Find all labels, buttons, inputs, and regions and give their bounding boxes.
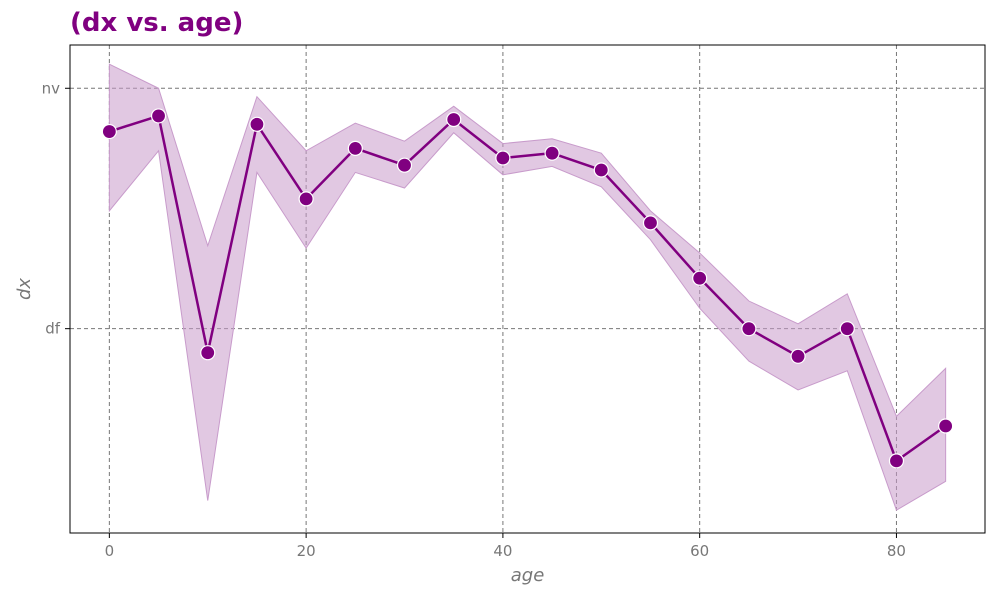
- data-point: [938, 418, 954, 434]
- data-point: [839, 321, 855, 337]
- data-point: [396, 157, 413, 173]
- data-point: [642, 215, 659, 231]
- x-axis-label: age: [511, 565, 545, 586]
- series-line: [108, 114, 947, 463]
- data-point: [888, 453, 905, 469]
- data-point: [150, 108, 167, 124]
- data-point: [298, 191, 314, 207]
- data-point: [249, 116, 265, 132]
- chart-title: (dx vs. age): [70, 8, 244, 38]
- data-point: [692, 270, 708, 286]
- plot-frame: [69, 44, 986, 534]
- x-axis-ticks: 0 20 40 60 80: [105, 533, 906, 560]
- x-tick-label: 40: [493, 542, 512, 560]
- data-point: [593, 162, 609, 178]
- y-axis-ticks: df nv: [42, 79, 70, 338]
- x-tick-label: 80: [887, 542, 906, 560]
- data-point: [495, 150, 511, 166]
- data-point: [446, 111, 462, 128]
- y-tick-label: df: [45, 320, 61, 338]
- data-point: [347, 140, 363, 156]
- data-point: [741, 321, 757, 337]
- x-tick-label: 60: [690, 542, 709, 560]
- data-point: [200, 345, 216, 361]
- data-point: [544, 145, 560, 161]
- y-tick-label: nv: [42, 79, 61, 97]
- x-tick-label: 0: [105, 542, 115, 560]
- confidence-band: [108, 63, 947, 511]
- data-point: [790, 348, 806, 364]
- data-points: [101, 108, 954, 469]
- x-tick-label: 20: [297, 542, 316, 560]
- data-point: [101, 123, 117, 140]
- y-axis-label: dx: [14, 278, 35, 300]
